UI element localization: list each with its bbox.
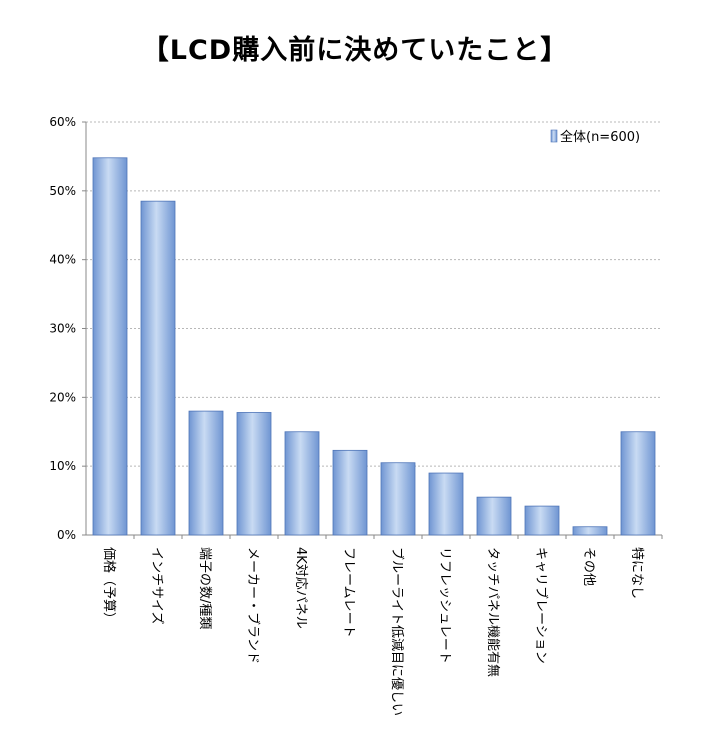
x-tick-label: ブルーライト低減目に優しい	[389, 547, 405, 716]
y-tick-label: 50%	[49, 184, 76, 198]
bar	[140, 200, 176, 536]
legend-label: 全体(n=600)	[560, 129, 640, 145]
bar	[620, 431, 656, 536]
x-tick-label: 特になし	[629, 547, 644, 599]
bar	[524, 505, 560, 536]
chart-title: 【LCD購入前に決めていたこと】	[141, 35, 569, 66]
bar	[380, 462, 416, 536]
y-tick-label: 20%	[49, 390, 76, 404]
x-tick-label: フレームレート	[341, 547, 356, 638]
y-tick-label: 40%	[49, 253, 76, 267]
bar	[92, 157, 128, 536]
bar	[332, 449, 368, 536]
axes: 0% 10% 20% 30% 40% 50% 60%	[49, 115, 663, 542]
bar	[188, 410, 224, 536]
category-labels: 価格（予算） インチサイズ 端子の数/種類 メーカー・ブランド 4K対応パネル フレームレ…	[101, 547, 644, 716]
bar	[284, 431, 320, 536]
legend-swatch	[550, 129, 558, 143]
x-tick-label: キャリブレーション	[533, 547, 549, 664]
y-tick-label: 0%	[57, 528, 76, 542]
x-tick-label: メーカー・ブランド	[245, 547, 261, 664]
y-tick-label: 10%	[49, 459, 76, 473]
y-tick-label: 30%	[49, 322, 76, 336]
bar	[476, 496, 512, 536]
y-tick-label: 60%	[49, 115, 76, 129]
x-tick-label: インチサイズ	[149, 547, 165, 625]
bar	[428, 472, 464, 536]
bar	[236, 412, 272, 536]
gridlines	[86, 121, 662, 467]
x-tick-label: タッチパネル機能有無	[485, 547, 500, 677]
bars	[92, 157, 656, 536]
x-tick-label: 4K対応パネル	[293, 547, 308, 629]
x-tick-label: 価格（予算）	[101, 547, 117, 625]
bar	[572, 526, 608, 536]
x-tick-label: 端子の数/種類	[197, 547, 213, 629]
x-tick-label: その他	[581, 547, 596, 586]
x-tick-label: リフレッシュレート	[437, 547, 452, 664]
legend: 全体(n=600)	[550, 129, 640, 145]
